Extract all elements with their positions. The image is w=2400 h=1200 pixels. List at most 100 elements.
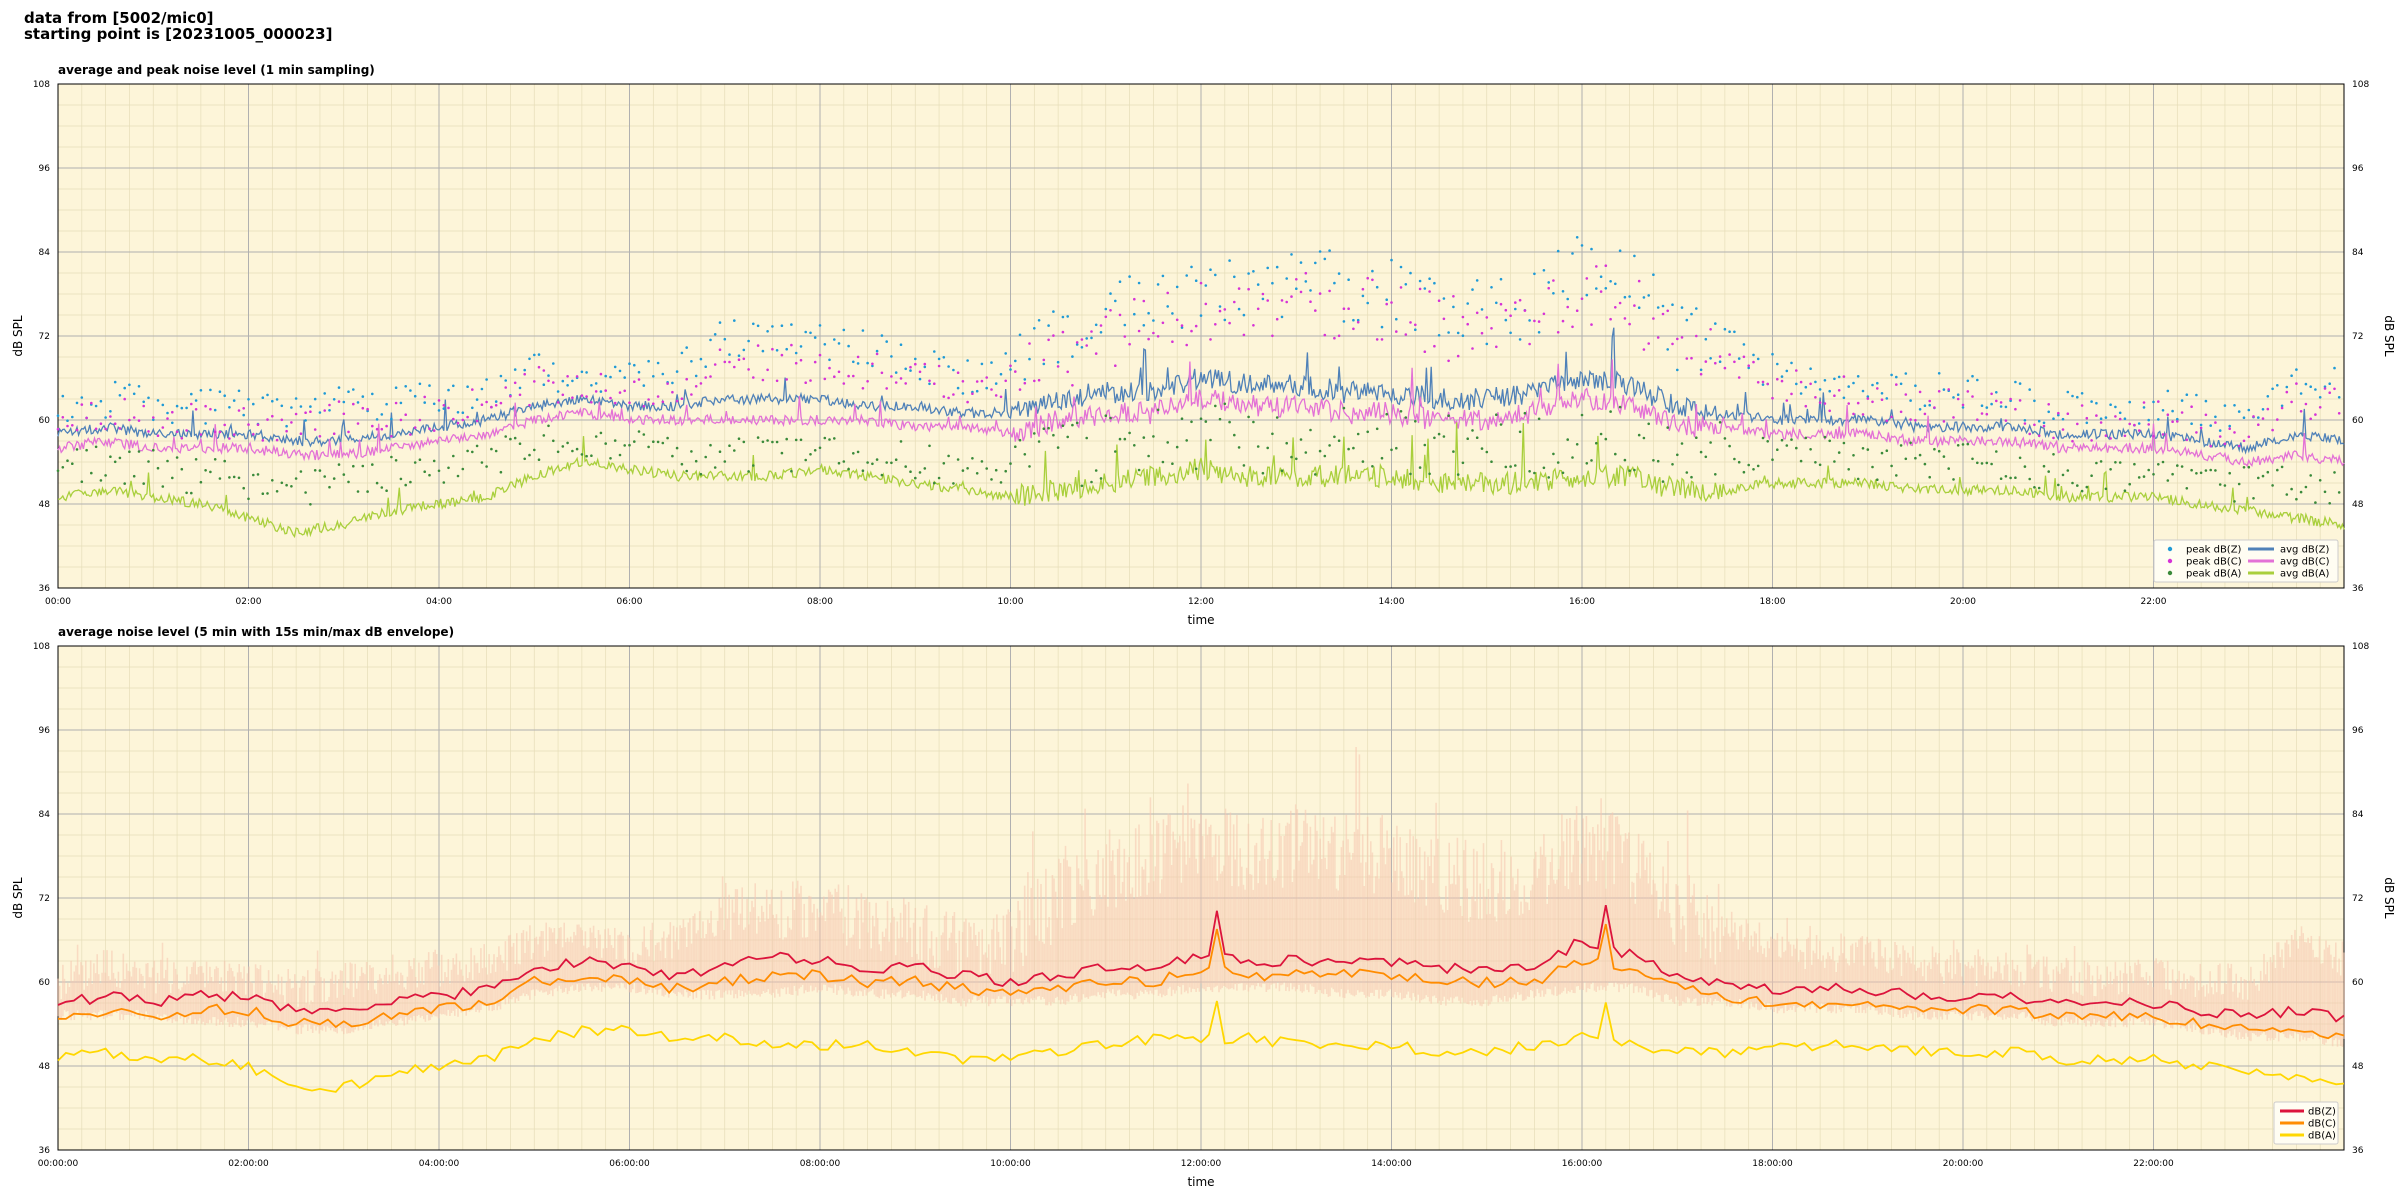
peak-point (213, 430, 217, 434)
peak-point (1928, 403, 1931, 407)
peak-point (2299, 392, 2303, 395)
legend-marker (2167, 570, 2173, 576)
peak-point (1547, 286, 1550, 290)
peak-point (1375, 338, 1379, 341)
peak-point (1233, 300, 1236, 304)
peak-point (852, 452, 855, 455)
peak-point (737, 437, 741, 441)
peak-point (1152, 331, 1155, 335)
peak-point (380, 413, 384, 416)
peak-point (1728, 353, 1731, 356)
peak-point (347, 390, 350, 394)
peak-point (1890, 373, 1893, 377)
peak-point (785, 347, 788, 351)
peak-point (690, 450, 693, 453)
peak-point (1075, 343, 1079, 346)
peak-point (1899, 444, 1903, 447)
peak-point (94, 445, 98, 449)
peak-point (2290, 374, 2293, 378)
peak-point (637, 378, 641, 381)
peak-point (1918, 453, 1922, 457)
peak-point (2185, 438, 2189, 442)
peak-point (1266, 266, 1269, 270)
peak-point (132, 416, 136, 419)
peak-point (980, 379, 984, 383)
peak-point (2261, 408, 2265, 411)
peak-point (799, 358, 803, 362)
peak-point (1804, 436, 1808, 440)
peak-point (1661, 312, 1665, 316)
peak-point (2033, 399, 2036, 403)
peak-point (94, 427, 98, 431)
peak-point (961, 469, 965, 472)
peak-point (1171, 312, 1174, 315)
peak-point (590, 384, 593, 387)
peak-point (537, 353, 541, 356)
y-tick-label-right: 36 (2352, 1146, 2364, 1156)
peak-point (194, 399, 198, 402)
peak-point (1466, 322, 1469, 326)
peak-point (452, 384, 455, 388)
peak-point (1533, 272, 1536, 276)
series-line-avgdba (57, 422, 2345, 539)
peak-point (1356, 320, 1360, 324)
peak-point (1985, 412, 1989, 416)
peak-point (966, 400, 969, 404)
peak-point (380, 486, 384, 489)
peak-point (2095, 414, 2098, 417)
peak-point (1385, 298, 1388, 302)
peak-point (1518, 298, 1522, 302)
peak-point (742, 357, 746, 361)
peak-point (1485, 450, 1489, 454)
peak-point (328, 409, 331, 412)
peak-point (332, 398, 336, 401)
y-tick-label-right: 84 (2352, 248, 2364, 258)
peak-point (204, 422, 207, 425)
peak-point (332, 477, 336, 480)
peak-point (1185, 274, 1188, 277)
peak-point (1337, 334, 1341, 338)
peak-point (2128, 400, 2131, 404)
x-tick-label: 02:00:00 (228, 1159, 269, 1169)
peak-point (761, 349, 765, 353)
peak-point (1433, 344, 1436, 348)
peak-point (1685, 318, 1689, 322)
peak-point (475, 419, 479, 423)
peak-point (571, 379, 574, 383)
peak-point (1637, 433, 1641, 437)
peak-point (704, 455, 707, 459)
peak-point (1490, 327, 1493, 330)
peak-point (385, 402, 388, 406)
peak-point (675, 446, 679, 450)
peak-point (1423, 350, 1427, 354)
peak-point (871, 364, 874, 368)
peak-point (599, 431, 603, 435)
peak-point (1695, 334, 1698, 338)
peak-point (1833, 377, 1836, 381)
peak-point (75, 401, 79, 405)
peak-point (437, 409, 441, 412)
peak-point (1666, 348, 1669, 351)
peak-point (1595, 441, 1598, 445)
peak-point (2195, 393, 2198, 397)
peak-point (2090, 439, 2093, 442)
peak-point (894, 381, 898, 384)
peak-point (513, 368, 517, 371)
peak-point (833, 375, 836, 379)
peak-point (866, 361, 869, 365)
peak-point (304, 491, 307, 494)
peak-point (1004, 469, 1007, 473)
peak-point (533, 380, 536, 383)
peak-point (2057, 413, 2060, 417)
peak-point (999, 481, 1003, 484)
peak-point (1295, 287, 1298, 291)
peak-point (1147, 454, 1150, 458)
peak-point (1118, 280, 1122, 284)
peak-point (1609, 410, 1612, 413)
peak-point (585, 454, 588, 458)
peak-point (2114, 405, 2117, 409)
peak-point (818, 324, 822, 327)
peak-point (2204, 399, 2208, 403)
peak-point (175, 456, 179, 459)
peak-point (1437, 432, 1441, 436)
